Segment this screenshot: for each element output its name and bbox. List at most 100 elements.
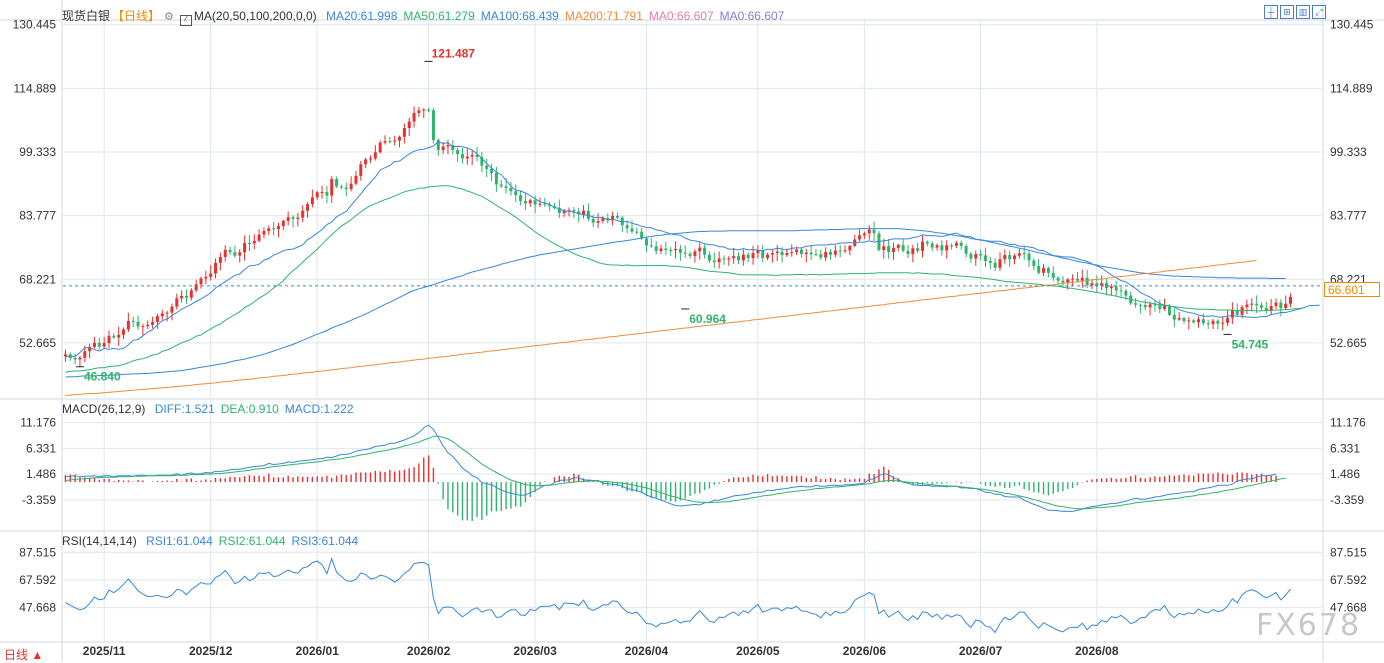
bar-type-icon[interactable]: ▥ — [1296, 5, 1310, 19]
candle-body — [775, 251, 779, 254]
rsi-legend: RSI(14,14,14) RSI1:61.044 RSI2:61.044 RSI3… — [62, 534, 358, 548]
candle-body — [1119, 290, 1123, 292]
current-price-tag: 66.601 — [1324, 282, 1380, 297]
candle-body — [630, 228, 634, 232]
candle-body — [131, 320, 135, 322]
ma-line-ma200 — [65, 260, 1257, 396]
candle-body — [446, 145, 450, 147]
candle-body — [1003, 255, 1007, 260]
y-tick-label-right: 87.515 — [1330, 545, 1367, 559]
candle-body — [102, 343, 106, 347]
candle-body — [707, 254, 711, 261]
candle-body — [170, 306, 174, 313]
candle-body — [78, 357, 82, 360]
rsi-legend-item: RSI2:61.044 — [218, 534, 286, 548]
candle-body — [954, 242, 958, 246]
y-tick-label-right: -3.359 — [1330, 493, 1364, 507]
candle-body — [693, 251, 697, 256]
candle-body — [1017, 253, 1021, 256]
candle-body — [959, 242, 963, 247]
y-tick-label-left: 114.889 — [14, 81, 57, 95]
candle-body — [838, 250, 842, 252]
candle-body — [175, 298, 179, 307]
chart-type-icon[interactable]: ⁄ — [179, 15, 192, 26]
candle-body — [63, 354, 67, 357]
macd-legend-item: DIFF:1.521 — [154, 402, 215, 416]
candle-body — [848, 245, 852, 251]
candle-body — [533, 200, 537, 205]
candle-body — [659, 248, 663, 252]
extreme-value-label: 54.745 — [1232, 337, 1269, 351]
zoom-in-icon[interactable]: ⊞ — [1280, 5, 1294, 19]
candle-body — [136, 321, 140, 327]
candle-body — [654, 246, 658, 252]
candle-body — [1289, 296, 1293, 304]
y-tick-label-left: 130.445 — [13, 18, 57, 32]
candle-body — [451, 145, 455, 150]
candle-body — [330, 179, 334, 196]
rsi-values: RSI1:61.044 RSI2:61.044 RSI3:61.044 — [140, 534, 358, 548]
main-legend: 现货白银 【日线】 ⚙ ⁄ MA(20,50,100,200,0,0) MA20:61.… — [62, 7, 784, 26]
fx678-watermark: FX678 — [1256, 608, 1362, 643]
candle-body — [717, 258, 721, 263]
candle-body — [921, 241, 925, 251]
candle-body — [741, 254, 745, 261]
extreme-value-label: 46.840 — [84, 370, 121, 384]
candle-body — [1138, 304, 1142, 306]
y-tick-label-left: 6.331 — [26, 441, 56, 455]
period-selector-button[interactable]: 日线 ▲ — [4, 648, 44, 662]
candle-body — [732, 256, 736, 259]
candle-body — [83, 351, 87, 358]
candle-body — [1163, 306, 1167, 309]
candle-body — [218, 256, 222, 263]
candle-body — [281, 220, 285, 227]
macd-lines — [65, 424, 1286, 512]
candle-body — [339, 186, 343, 188]
fullscreen-icon[interactable]: ⤢ — [1312, 5, 1326, 19]
candle-body — [126, 320, 130, 330]
x-tick-label: 2026/06 — [843, 644, 887, 658]
candle-body — [431, 110, 435, 140]
candle-body — [107, 335, 111, 344]
crosshair-icon[interactable]: ┼ — [1264, 5, 1278, 19]
candle-body — [388, 141, 392, 143]
candle-body — [92, 342, 96, 347]
candle-body — [460, 154, 464, 159]
candle-body — [402, 128, 406, 137]
candle-body — [325, 192, 329, 196]
candle-body — [780, 251, 784, 256]
candle-body — [596, 220, 600, 223]
macd-values: DIFF:1.521 DEA:0.910 MACD:1.222 — [149, 402, 354, 416]
settings-gear-icon[interactable]: ⚙ — [164, 11, 174, 23]
candle-body — [901, 245, 905, 251]
candle-body — [509, 187, 513, 192]
candle-body — [344, 187, 348, 190]
candle-body — [523, 200, 527, 204]
ma-legend-item: MA200:71.791 — [564, 9, 643, 23]
candle-body — [911, 248, 915, 255]
candle-body — [155, 316, 159, 322]
candle-body — [286, 217, 290, 221]
candle-body — [349, 183, 353, 190]
candle-body — [1027, 253, 1031, 261]
candle-body — [1259, 305, 1263, 308]
candle-body — [606, 218, 610, 221]
candle-body — [887, 246, 891, 253]
candle-body — [1085, 277, 1089, 286]
macd-diff-line — [65, 424, 1277, 512]
candle-body — [591, 218, 595, 223]
candle-body — [925, 241, 929, 244]
candle-body — [935, 245, 939, 248]
ma-legend-item: MA20:61.998 — [326, 9, 398, 23]
candle-body — [436, 139, 440, 151]
candle-body — [204, 276, 208, 279]
candle-body — [1066, 279, 1070, 283]
candle-body — [1172, 314, 1176, 320]
candle-body — [979, 254, 983, 256]
y-tick-label-left: 67.592 — [19, 573, 56, 587]
candle-body — [552, 206, 556, 208]
candle-body — [504, 186, 508, 188]
period-label[interactable]: 【日线】 — [112, 9, 161, 23]
candle-body — [833, 250, 837, 255]
